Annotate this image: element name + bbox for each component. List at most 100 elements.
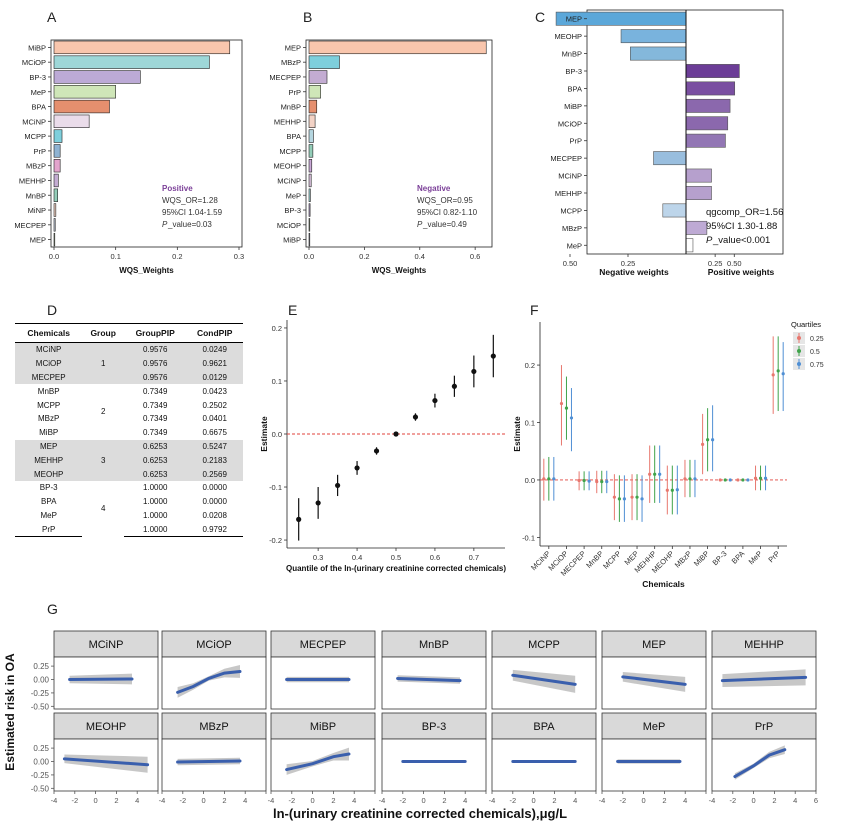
c-label-prp: PrP bbox=[569, 137, 582, 146]
table-row: MEP 3 0.6253 0.5247 bbox=[15, 439, 243, 481]
cell: PrP bbox=[15, 522, 83, 538]
f-point bbox=[771, 373, 775, 377]
cell: MBzP bbox=[38, 414, 60, 424]
panel-letter-b: B bbox=[303, 9, 312, 25]
e-xtick-label: 0.4 bbox=[352, 553, 362, 562]
g-strip-label: BP-3 bbox=[422, 721, 446, 733]
b-bar-mehhp bbox=[308, 114, 316, 128]
f-point bbox=[640, 497, 644, 501]
g-strip bbox=[161, 630, 267, 658]
c-bar-mnbp bbox=[630, 46, 687, 61]
b-label-prp: PrP bbox=[288, 88, 301, 97]
cell: 1.0000 bbox=[142, 510, 168, 520]
panel-letter-c: C bbox=[535, 9, 545, 25]
g-strip bbox=[491, 712, 597, 740]
c-bar-mcpp bbox=[662, 203, 687, 218]
a-bar-mehhp bbox=[53, 173, 59, 188]
g-xlabel: ln-(urinary creatinine corrected chemica… bbox=[273, 806, 567, 821]
g-panel-frame bbox=[381, 738, 487, 792]
f-point bbox=[582, 478, 586, 483]
cell: 1.0000 bbox=[124, 522, 187, 538]
e-xtick-label: 0.7 bbox=[469, 553, 479, 562]
g-strip-label: MeP bbox=[643, 721, 666, 733]
c-bar-mciop bbox=[685, 116, 729, 131]
c-bar-prp bbox=[685, 133, 726, 148]
b-bar-bp-3 bbox=[308, 203, 311, 217]
g-xtick-label: 2 bbox=[662, 796, 666, 805]
cell: 0.7349 bbox=[142, 386, 168, 396]
cell: 0.0423 bbox=[202, 386, 227, 396]
col-chemicals: Chemicals bbox=[15, 323, 83, 343]
g-smooth-line bbox=[621, 675, 687, 686]
a-label-mcpp: MCPP bbox=[24, 132, 46, 141]
b-label-mibp: MiBP bbox=[283, 236, 301, 245]
c-xtick-label: 0.25 bbox=[708, 259, 723, 268]
a-bar-mcpp bbox=[53, 129, 63, 143]
e-point bbox=[354, 465, 360, 471]
f-point bbox=[595, 480, 599, 484]
g-xtick-label: 2 bbox=[331, 796, 335, 805]
f-point bbox=[617, 497, 621, 501]
a-label-mciop: MCiOP bbox=[22, 58, 46, 67]
f-point bbox=[746, 478, 750, 482]
a-label-mnbp: MnBP bbox=[26, 191, 46, 200]
cell: 0.9792 bbox=[186, 522, 243, 538]
f-point bbox=[670, 488, 674, 492]
g-strip-label: BPA bbox=[533, 721, 555, 733]
f-xtick-label: MBzP bbox=[673, 549, 694, 570]
e-point bbox=[335, 482, 341, 489]
g-facet-mibp: MiBP -4 -2 0 2 4 bbox=[268, 712, 376, 805]
b-xtick-label: 0.4 bbox=[415, 252, 425, 261]
b-bar-bpa bbox=[308, 129, 314, 143]
f-point bbox=[542, 477, 546, 481]
g-facet-bpa: BPA -4 -2 0 2 4 bbox=[489, 712, 597, 805]
group-cell: 4 bbox=[100, 504, 106, 514]
e-point bbox=[490, 353, 496, 359]
cell: 0.9576 bbox=[124, 356, 187, 371]
cell: 0.0000 bbox=[202, 497, 227, 507]
b-annotation-pvalue: _value=0.49 bbox=[422, 220, 467, 229]
b-bar-mibp bbox=[308, 232, 311, 247]
cell: 0.2502 bbox=[202, 400, 227, 410]
g-strip-label: MiBP bbox=[310, 721, 336, 733]
g-xtick-label: 4 bbox=[243, 796, 247, 805]
c-frame bbox=[586, 9, 784, 255]
f-point bbox=[612, 495, 616, 499]
g-facet-mcinp: MCiNP 0.25 0.00 -0.25 -0.50 bbox=[31, 630, 159, 711]
e-xlabel: Quantile of the ln-(urinary creatinine c… bbox=[286, 564, 506, 573]
g-xtick-label: 0 bbox=[311, 796, 315, 805]
cell: MEHHP bbox=[15, 453, 83, 468]
g-smooth-line bbox=[176, 669, 242, 694]
table-row: MCiOP 0.9576 0.9621 bbox=[15, 356, 243, 371]
group-cell: 3 bbox=[82, 439, 124, 481]
g-strip bbox=[53, 712, 159, 740]
c-bar-mcinp bbox=[685, 168, 712, 183]
g-xtick-label: -4 bbox=[51, 796, 58, 805]
a-annotation-pvalue: _value=0.03 bbox=[167, 220, 212, 229]
b-label-mecpep: MECPEP bbox=[269, 73, 301, 82]
table-row: MEHHP 0.6253 0.2183 bbox=[15, 453, 243, 468]
c-label-mehhp: MEHHP bbox=[555, 189, 582, 198]
c-label-mecpep: MECPEP bbox=[550, 154, 582, 163]
a-bar-mibp bbox=[53, 40, 231, 55]
g-facet-mciop: MCiOP bbox=[161, 630, 267, 710]
cell: 0.0000 bbox=[202, 483, 227, 493]
f-point bbox=[577, 478, 581, 483]
g-panel-frame bbox=[491, 738, 597, 792]
panel-letter-d: D bbox=[47, 302, 57, 318]
g-facet-meohp: MEOHP -4 -2 0 2 4 0.25 0.00 -0.25 -0.50 bbox=[31, 712, 159, 805]
g-xtick-label: -4 bbox=[379, 796, 386, 805]
f-point bbox=[736, 478, 740, 482]
cell: MEOHP bbox=[15, 467, 83, 481]
g-ylabel: Estimated risk in OA bbox=[3, 653, 17, 771]
f-point bbox=[600, 480, 604, 484]
a-label-bp-3: BP-3 bbox=[29, 73, 46, 82]
g-xtick-label: 2 bbox=[772, 796, 776, 805]
g-xtick-label: 0 bbox=[94, 796, 98, 805]
c-label-mbzp: MBzP bbox=[562, 224, 582, 233]
cell: MiBP bbox=[39, 428, 59, 438]
c-xtick-label: 0.50 bbox=[727, 259, 742, 268]
f-point bbox=[564, 406, 569, 410]
f-point bbox=[688, 477, 692, 481]
